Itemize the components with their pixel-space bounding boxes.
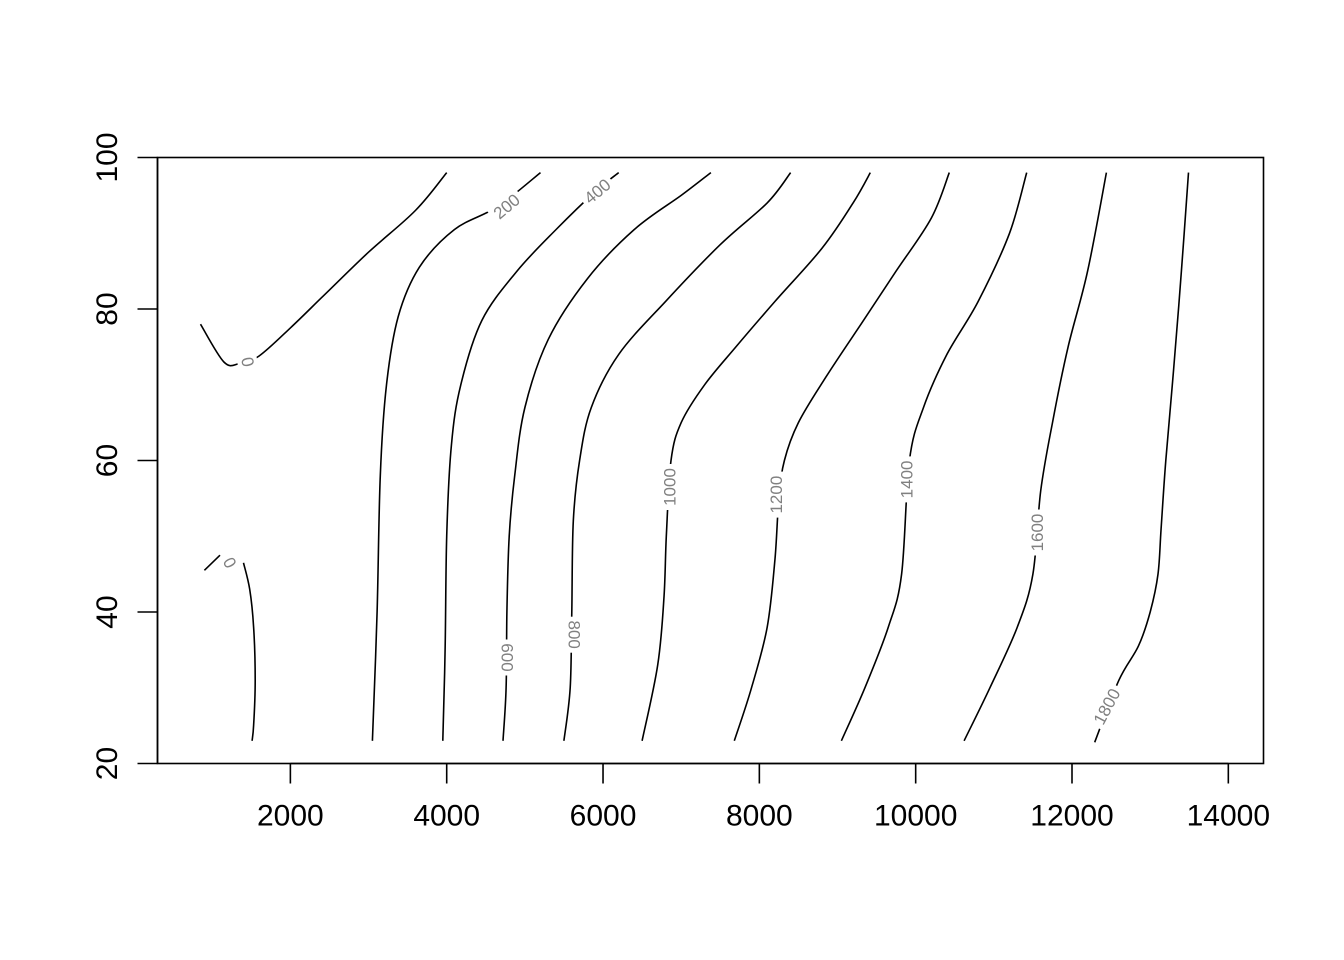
y-tick-label: 80 <box>91 292 124 325</box>
contour-label-1000: 1000 <box>661 468 680 506</box>
contour-label-200: 200 <box>490 190 524 223</box>
y-tick-label: 100 <box>91 132 124 182</box>
contour-line-1600 <box>963 172 1108 742</box>
x-tick-label: 14000 <box>1187 800 1270 833</box>
contour-line-400 <box>442 171 620 741</box>
contour-line-1000 <box>641 172 872 741</box>
x-axis: 2000 4000 6000 8000 10000 12000 14000 <box>257 762 1270 833</box>
y-tick-label: 20 <box>91 747 124 780</box>
contour-label-0: 0 <box>237 355 258 368</box>
contour-label-0: 0 <box>219 554 240 571</box>
contour-line-200 <box>371 171 541 741</box>
contour-line-0 <box>242 562 257 741</box>
contour-line-1800 <box>1093 172 1190 743</box>
contour-line-600 <box>502 171 712 741</box>
contour-line-1400 <box>840 172 1028 742</box>
contour-label-600: 600 <box>497 643 516 671</box>
y-axis: 20 40 60 80 100 <box>91 132 159 780</box>
contour-line-1200 <box>733 172 951 742</box>
contour-line-0 <box>203 554 221 571</box>
x-tick-label: 6000 <box>570 800 637 833</box>
contour-label-1800: 1800 <box>1090 686 1125 728</box>
x-tick-label: 10000 <box>874 800 957 833</box>
contour-label-800: 800 <box>565 621 584 649</box>
x-tick-label: 8000 <box>726 800 793 833</box>
x-tick-label: 12000 <box>1030 800 1113 833</box>
contour-lines <box>199 171 1190 743</box>
y-tick-label: 60 <box>91 444 124 477</box>
x-tick-label: 2000 <box>257 800 324 833</box>
y-tick-label: 40 <box>91 595 124 628</box>
plot-box <box>156 156 1265 765</box>
x-tick-label: 4000 <box>413 800 480 833</box>
contour-line-800 <box>563 172 792 741</box>
contour-label-1600: 1600 <box>1028 514 1047 552</box>
contour-label-1400: 1400 <box>898 460 917 498</box>
contour-line-0 <box>199 172 448 367</box>
contour-label-1200: 1200 <box>767 476 786 514</box>
